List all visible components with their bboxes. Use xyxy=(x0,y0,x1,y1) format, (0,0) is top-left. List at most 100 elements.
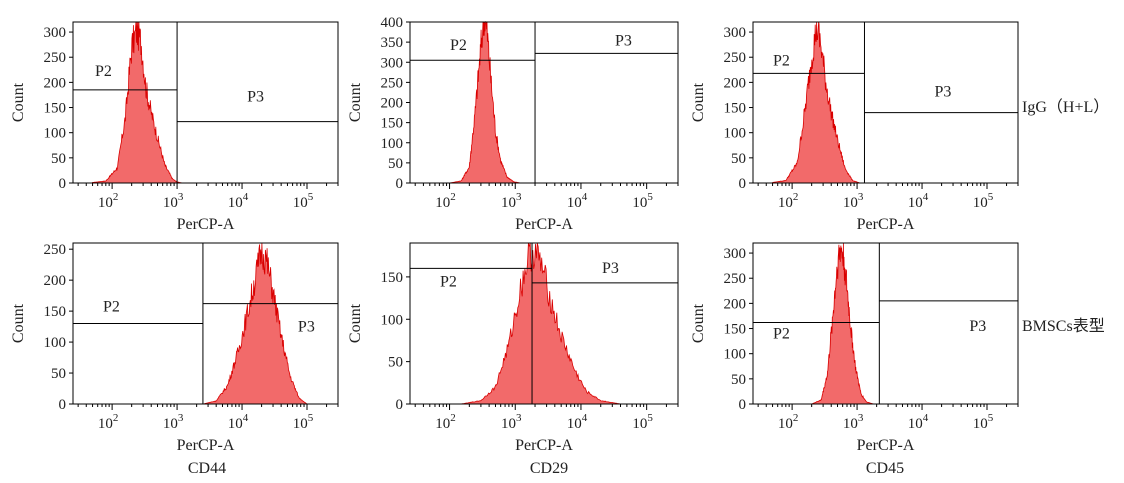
x-tick-label: 104 xyxy=(908,191,929,211)
panel-igg-col1: P2 P3 0 50 100 150 200 250 300 102 103 104 105 PerCP-… xyxy=(10,21,339,233)
y-tick-label: 150 xyxy=(381,116,404,132)
x-tick-label: 102 xyxy=(778,412,799,432)
panel-cd45: P2 P3 0 50 100 150 200 250 300 102 103 104 105 PerCP-… xyxy=(690,242,1019,454)
panel-igg-col2: P2 P3 0 50 100 150 200 250 300 350 400 102 103 104 105… xyxy=(347,15,679,233)
panel-cd29: P2 P3 0 50 100 150 102 103 104 105 PerCP-A Count xyxy=(347,242,679,454)
gate-label-p2: P2 xyxy=(103,299,120,316)
x-tick-label: 105 xyxy=(973,412,994,432)
y-tick-label: 50 xyxy=(388,355,403,371)
plot-frame xyxy=(752,242,1019,405)
y-tick-label: 100 xyxy=(724,126,747,142)
x-tick-label: 104 xyxy=(228,412,249,432)
y-tick-label: 50 xyxy=(51,366,66,382)
x-axis-title: PerCP-A xyxy=(857,437,915,454)
y-axis-title: Count xyxy=(690,303,707,343)
row-label-igg: IgG（H+L） xyxy=(1022,98,1109,116)
y-tick-label: 0 xyxy=(59,397,67,413)
row-label-bmscs: BMSCs表型 xyxy=(1022,317,1105,335)
y-tick-label: 250 xyxy=(44,50,67,66)
gate-label-p2: P2 xyxy=(773,52,790,69)
plot-frame xyxy=(752,21,1019,184)
y-tick-label: 200 xyxy=(44,75,67,91)
gate-label-p3: P3 xyxy=(934,84,951,101)
x-tick-label: 104 xyxy=(908,412,929,432)
x-tick-label: 102 xyxy=(435,191,456,211)
x-tick-label: 105 xyxy=(973,191,994,211)
panel-cd44: P2 P3 0 50 100 150 200 250 102 103 104 105 PerCP-A Co… xyxy=(10,242,339,454)
x-tick-label: 103 xyxy=(501,191,522,211)
y-tick-label: 300 xyxy=(381,55,404,71)
x-tick-label: 103 xyxy=(843,412,864,432)
y-tick-label: 150 xyxy=(44,304,67,320)
x-tick-label: 105 xyxy=(632,412,653,432)
x-tick-label: 102 xyxy=(98,191,119,211)
y-tick-label: 0 xyxy=(739,397,747,413)
y-tick-label: 100 xyxy=(44,126,67,142)
y-axis-title: Count xyxy=(10,82,27,122)
column-label-cd45: CD45 xyxy=(866,460,904,477)
y-tick-label: 250 xyxy=(724,50,747,66)
x-tick-label: 103 xyxy=(163,191,184,211)
x-axis-title: PerCP-A xyxy=(515,216,573,233)
x-axis-title: PerCP-A xyxy=(177,437,235,454)
y-tick-label: 300 xyxy=(724,246,747,262)
y-tick-label: 0 xyxy=(59,176,67,192)
y-tick-label: 250 xyxy=(44,242,67,258)
x-tick-label: 102 xyxy=(98,412,119,432)
histogram-cd29 xyxy=(461,242,621,405)
gate-label-p2: P2 xyxy=(440,273,457,290)
y-tick-label: 150 xyxy=(724,101,747,117)
y-tick-label: 250 xyxy=(724,271,747,287)
y-tick-label: 100 xyxy=(381,136,404,152)
gate-label-p2: P2 xyxy=(773,325,790,342)
y-tick-label: 100 xyxy=(724,347,747,363)
gate-label-p3: P3 xyxy=(969,318,986,335)
y-tick-label: 250 xyxy=(381,75,404,91)
x-axis-title: PerCP-A xyxy=(515,437,573,454)
histogram-cd44 xyxy=(202,242,309,405)
gate-label-p3: P3 xyxy=(298,319,315,336)
histogram-igg-col1 xyxy=(92,21,183,184)
gate-label-p3: P3 xyxy=(602,260,619,277)
y-tick-label: 50 xyxy=(731,151,746,167)
gate-label-p2: P2 xyxy=(95,63,112,80)
y-tick-label: 50 xyxy=(388,156,403,172)
y-tick-label: 200 xyxy=(44,273,67,289)
x-tick-label: 104 xyxy=(567,412,588,432)
y-axis-title: Count xyxy=(347,82,364,122)
y-tick-label: 0 xyxy=(396,176,404,192)
y-tick-label: 300 xyxy=(44,25,67,41)
y-tick-label: 200 xyxy=(724,75,747,91)
y-tick-label: 200 xyxy=(381,96,404,112)
column-label-cd29: CD29 xyxy=(530,460,568,477)
x-tick-label: 104 xyxy=(567,191,588,211)
y-tick-label: 350 xyxy=(381,35,404,51)
x-tick-label: 105 xyxy=(293,412,314,432)
y-tick-label: 50 xyxy=(731,372,746,388)
x-axis-title: PerCP-A xyxy=(177,216,235,233)
x-tick-label: 105 xyxy=(293,191,314,211)
y-tick-label: 150 xyxy=(724,322,747,338)
x-tick-label: 102 xyxy=(435,412,456,432)
y-tick-label: 150 xyxy=(381,270,404,286)
x-tick-label: 103 xyxy=(163,412,184,432)
y-tick-label: 150 xyxy=(44,101,67,117)
panel-igg-col3: P2 P3 0 50 100 150 200 250 300 102 103 104 105 PerCP-… xyxy=(690,21,1019,233)
x-axis-title: PerCP-A xyxy=(857,216,915,233)
gate-label-p2: P2 xyxy=(450,37,467,54)
x-tick-label: 103 xyxy=(501,412,522,432)
y-tick-label: 0 xyxy=(396,397,404,413)
y-axis-title: Count xyxy=(690,82,707,122)
histogram-igg-col2 xyxy=(449,20,521,184)
x-tick-label: 102 xyxy=(778,191,799,211)
y-tick-label: 50 xyxy=(51,151,66,167)
plot-frame xyxy=(409,242,679,405)
gate-label-p3: P3 xyxy=(615,32,632,49)
histogram-igg-col3 xyxy=(772,21,860,184)
y-tick-label: 400 xyxy=(381,15,404,31)
gate-label-p3: P3 xyxy=(247,89,264,106)
y-axis-title: Count xyxy=(347,303,364,343)
y-axis-title: Count xyxy=(10,303,27,343)
y-tick-label: 100 xyxy=(381,312,404,328)
